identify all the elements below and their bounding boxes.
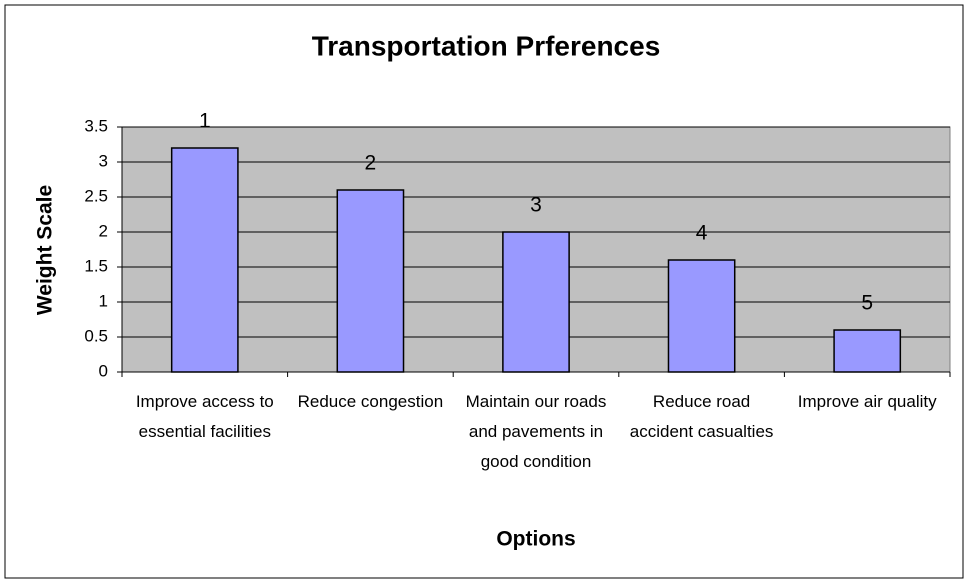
y-axis-label: Weight Scale — [34, 185, 57, 315]
bar — [667, 259, 736, 373]
x-axis-label: Options — [496, 528, 575, 551]
y-tick-label: 1 — [99, 291, 108, 310]
rank-label: 3 — [530, 194, 542, 217]
x-tick-label: Maintain our roads and pavements in good… — [465, 392, 607, 471]
y-tick-label: 0 — [99, 361, 108, 380]
bar — [502, 231, 570, 373]
chart-title: Transportation Prferences — [312, 30, 661, 61]
x-tick-label: Reduce road accident casualties — [629, 392, 774, 441]
rank-label: 2 — [365, 152, 377, 175]
y-tick-label: 3 — [99, 151, 108, 170]
bar — [336, 189, 405, 373]
x-tick-label: Reduce congestion — [297, 392, 444, 411]
rank-label: 1 — [199, 110, 211, 133]
bar — [833, 329, 902, 373]
y-tick-label: 1.5 — [84, 256, 108, 275]
y-tick-label: 2 — [99, 221, 108, 240]
rank-label: 4 — [696, 222, 708, 245]
rank-label: 5 — [861, 292, 873, 315]
x-tick-label: Improve air quality — [797, 392, 937, 411]
y-tick-label: 0.5 — [84, 326, 108, 345]
x-tick-label: Improve access to essential facilities — [135, 392, 274, 441]
bar — [170, 147, 239, 373]
y-tick-label: 3.5 — [84, 116, 108, 135]
y-tick-label: 2.5 — [84, 186, 108, 205]
